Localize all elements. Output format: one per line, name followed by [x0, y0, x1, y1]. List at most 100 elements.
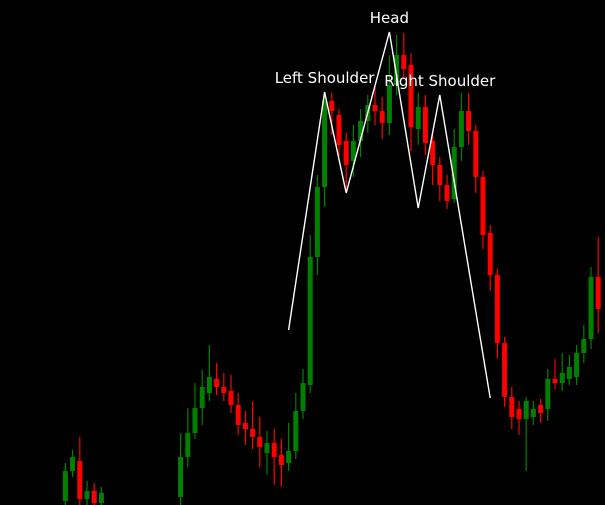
- candle: [394, 35, 400, 95]
- candle: [487, 225, 493, 291]
- candle-body-up: [358, 121, 364, 141]
- candle: [444, 175, 450, 209]
- candle: [214, 363, 220, 395]
- candle-body-down: [408, 65, 414, 127]
- candle: [588, 267, 594, 349]
- candle-body-up: [523, 401, 529, 419]
- candle: [466, 93, 472, 145]
- candle: [228, 375, 234, 413]
- candle: [98, 487, 104, 505]
- candle-body-down: [278, 455, 284, 465]
- pattern-layer: [287, 31, 491, 399]
- candle: [386, 55, 392, 135]
- candle: [62, 463, 68, 505]
- candle-body-up: [415, 107, 421, 129]
- candle-body-down: [494, 275, 500, 343]
- candle: [530, 401, 536, 425]
- candle: [278, 439, 284, 487]
- candle-body-up: [286, 451, 292, 463]
- candle-body-up: [386, 85, 392, 123]
- candle: [322, 93, 328, 207]
- candle-body-down: [502, 343, 508, 397]
- candle: [264, 431, 270, 475]
- candle: [257, 417, 263, 467]
- candle-body-up: [307, 257, 313, 385]
- candle-body-down: [552, 379, 558, 383]
- candle: [192, 383, 198, 439]
- candle-body-up: [545, 379, 551, 409]
- candles-layer: [62, 33, 601, 505]
- candle: [358, 109, 364, 157]
- candle-body-down: [329, 101, 335, 111]
- candle: [473, 125, 479, 193]
- candle-body-down: [271, 443, 277, 457]
- candle-body-down: [242, 423, 248, 429]
- candle: [595, 237, 601, 333]
- candle: [221, 373, 227, 401]
- candle-body-down: [538, 405, 544, 413]
- candle: [84, 481, 90, 505]
- candle: [422, 95, 428, 155]
- candle: [480, 171, 486, 249]
- candle: [307, 235, 313, 393]
- candle-body-down: [473, 131, 479, 177]
- candle: [523, 397, 529, 471]
- annotation-layer: Left Shoulder Head Right Shoulder: [275, 9, 496, 90]
- candle: [70, 450, 76, 477]
- candle-body-up: [350, 141, 356, 161]
- candle: [293, 393, 299, 459]
- candle-body-down: [228, 391, 234, 405]
- candle: [401, 33, 407, 79]
- candle: [314, 175, 320, 275]
- candle-body-up: [199, 387, 205, 408]
- candle: [300, 369, 306, 419]
- right-shoulder-label: Right Shoulder: [384, 72, 496, 90]
- candle-body-up: [206, 377, 212, 393]
- candle-body-up: [84, 491, 90, 499]
- candle-body-up: [559, 373, 565, 383]
- candle-body-down: [422, 107, 428, 143]
- candle: [178, 433, 184, 505]
- candle-body-up: [178, 457, 184, 497]
- candle: [581, 325, 587, 363]
- candle: [574, 345, 580, 385]
- candle: [509, 387, 515, 429]
- candle-body-up: [566, 367, 572, 379]
- candle: [430, 133, 436, 185]
- candle: [185, 408, 191, 467]
- candle-body-down: [257, 437, 263, 447]
- candle-body-down: [480, 177, 486, 235]
- candle: [350, 125, 356, 177]
- candle-body-down: [250, 429, 256, 437]
- candle: [408, 53, 414, 151]
- candle: [545, 369, 551, 421]
- candle: [538, 399, 544, 423]
- candle: [206, 345, 212, 401]
- candle-body-up: [98, 493, 104, 503]
- candle: [458, 93, 464, 161]
- candle-body-up: [581, 339, 587, 353]
- candle-body-up: [314, 187, 320, 257]
- candle: [559, 353, 565, 391]
- left-shoulder-label: Left Shoulder: [275, 69, 376, 87]
- candle-body-up: [530, 409, 536, 417]
- candle-body-down: [235, 405, 241, 425]
- candle-body-down: [466, 111, 472, 131]
- candle-body-down: [487, 233, 493, 275]
- candle: [77, 437, 83, 505]
- candle: [516, 401, 522, 435]
- candle: [494, 269, 500, 359]
- candle-body-up: [451, 147, 457, 199]
- candle-body-down: [336, 115, 342, 145]
- candle-body-up: [62, 471, 68, 501]
- candle-body-up: [264, 443, 270, 453]
- candle-body-down: [343, 141, 349, 165]
- candle-body-up: [458, 111, 464, 147]
- candle: [415, 93, 421, 145]
- candle: [437, 157, 443, 201]
- candle-body-up: [185, 433, 191, 457]
- candle-body-up: [394, 55, 400, 85]
- candle: [343, 133, 349, 193]
- candle-body-down: [214, 379, 220, 387]
